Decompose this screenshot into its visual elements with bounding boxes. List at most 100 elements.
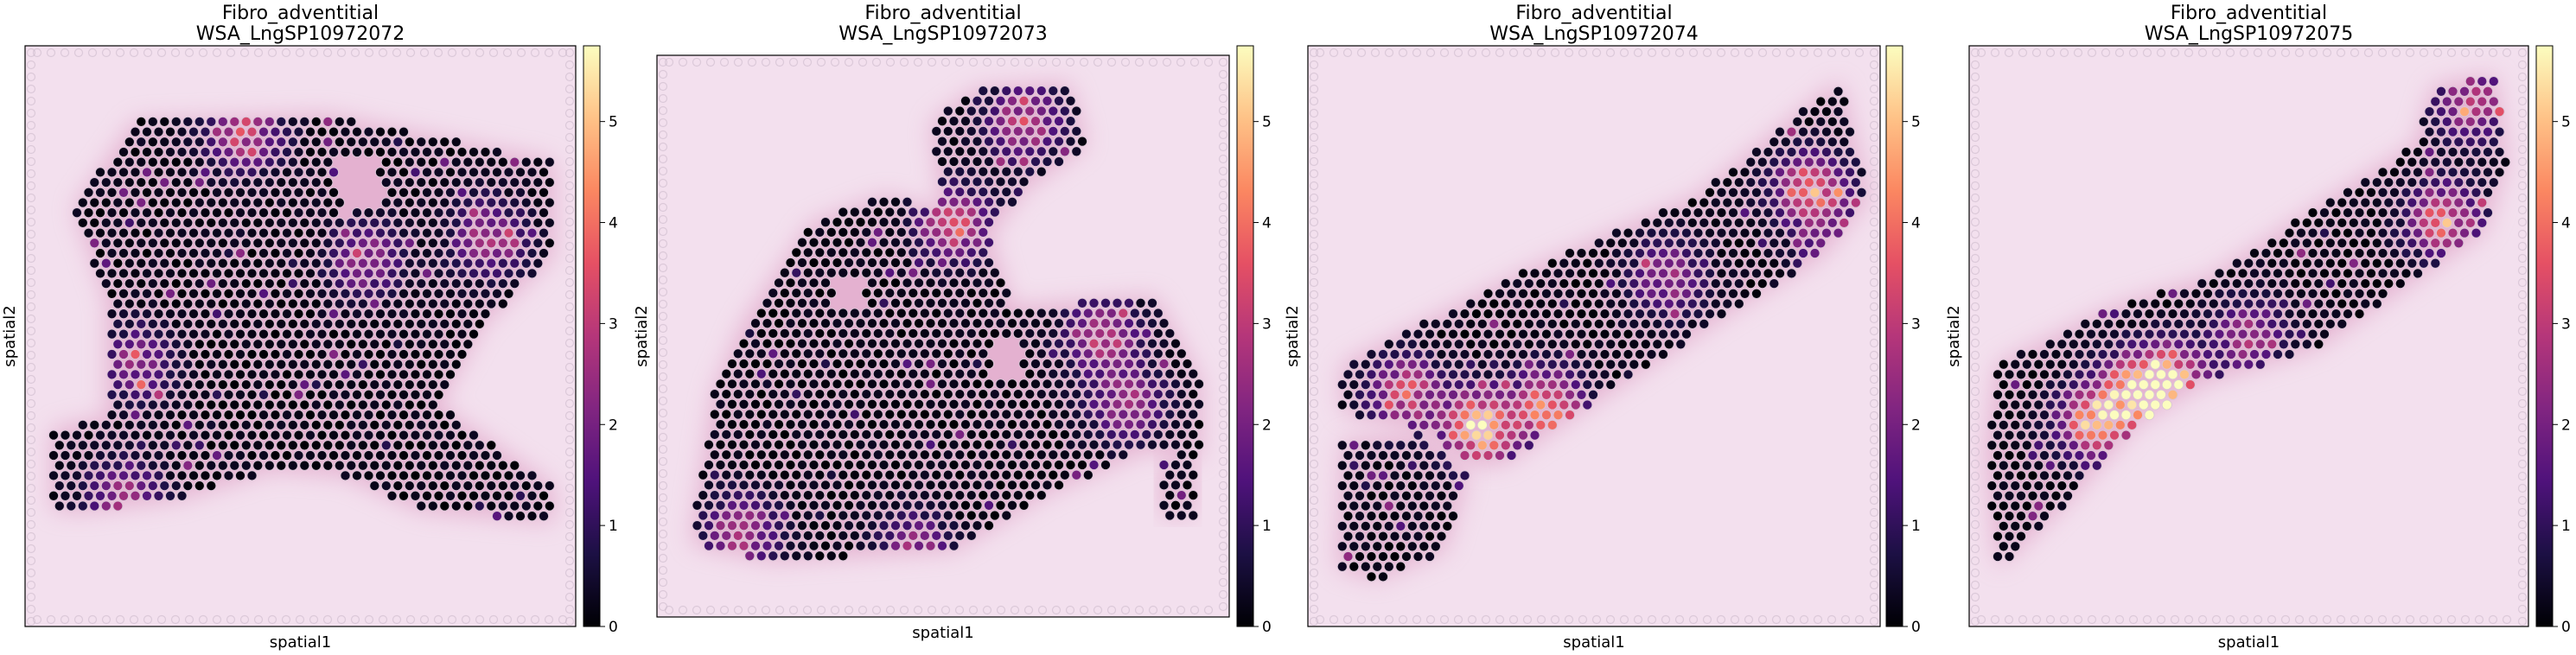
spot: [444, 449, 456, 461]
spot: [1593, 359, 1604, 370]
spot: [954, 469, 966, 480]
spot: [1657, 288, 1669, 299]
spot: [433, 288, 444, 299]
spot: [1170, 378, 1182, 390]
spot: [978, 308, 989, 319]
spot: [136, 460, 147, 471]
spot: [2453, 197, 2464, 208]
spot: [538, 511, 550, 522]
spot: [2272, 348, 2284, 360]
spot: [1018, 480, 1030, 491]
spot: [983, 480, 995, 491]
panel-subtitle: WSA_LngSP10972073: [838, 23, 1048, 45]
spot: [77, 500, 88, 512]
spot: [211, 207, 223, 219]
spot: [732, 429, 743, 440]
spot: [346, 278, 357, 289]
spot: [978, 348, 989, 359]
spot: [77, 480, 88, 492]
spot: [2085, 328, 2097, 340]
spot: [54, 480, 65, 492]
spot: [83, 429, 94, 441]
spot: [936, 196, 948, 207]
spot: [1986, 460, 1998, 471]
spot: [779, 328, 790, 339]
spot: [1517, 369, 1529, 380]
spot: [732, 530, 743, 541]
spot: [2126, 419, 2138, 430]
spot: [1523, 399, 1534, 410]
spot: [1792, 238, 1803, 249]
spot: [2458, 207, 2471, 219]
spot: [1395, 440, 1406, 451]
spot: [206, 298, 217, 309]
spot: [450, 258, 462, 269]
spot: [2021, 359, 2032, 370]
spot: [2021, 480, 2032, 492]
spot: [942, 105, 953, 117]
spot: [2377, 247, 2388, 259]
spot: [2441, 238, 2452, 249]
spot: [1354, 470, 1366, 481]
spot: [264, 339, 275, 350]
spot: [1482, 410, 1494, 421]
spot: [1430, 520, 1441, 531]
spot: [2471, 187, 2482, 198]
spot: [2401, 207, 2412, 219]
spot: [94, 268, 106, 279]
spot: [2360, 258, 2371, 269]
spot: [427, 298, 438, 309]
spot: [1018, 156, 1030, 168]
spot: [1036, 368, 1047, 379]
spot: [433, 207, 444, 219]
spot: [468, 308, 480, 320]
spot: [1048, 348, 1059, 359]
spot: [2027, 470, 2038, 481]
spot: [1559, 318, 1570, 329]
spot: [398, 348, 410, 360]
spot: [124, 137, 135, 148]
spot: [456, 167, 468, 178]
spot: [866, 480, 878, 491]
spot: [2126, 339, 2138, 350]
spot: [995, 136, 1006, 147]
spot: [2278, 278, 2289, 289]
spot: [450, 137, 462, 148]
spot: [1059, 429, 1070, 440]
spot: [721, 368, 732, 379]
spot: [1442, 318, 1453, 329]
spot: [1395, 541, 1406, 552]
spot: [346, 258, 357, 269]
spot: [2348, 298, 2359, 309]
spot: [164, 389, 176, 400]
spot: [989, 469, 1000, 480]
spot: [1018, 499, 1030, 511]
spot: [1992, 470, 2004, 481]
spot: [194, 298, 205, 309]
spot: [773, 540, 785, 551]
spot: [252, 379, 264, 391]
spot: [159, 177, 170, 188]
spot: [392, 197, 404, 208]
spot: [768, 530, 779, 541]
spot: [960, 217, 972, 228]
spot: [925, 257, 936, 269]
spot: [293, 328, 304, 340]
spot: [1546, 278, 1558, 289]
spot: [1839, 217, 1850, 228]
spot: [206, 318, 217, 329]
spot: [756, 469, 767, 480]
spot: [410, 410, 421, 421]
spot: [1797, 247, 1809, 259]
spot: [966, 226, 977, 238]
spot: [2307, 308, 2318, 320]
spot: [832, 419, 843, 430]
spot: [112, 238, 124, 249]
spot: [427, 379, 438, 391]
spot: [194, 419, 205, 430]
spot: [258, 429, 270, 441]
spot: [374, 126, 386, 137]
spot: [796, 378, 808, 390]
spot: [814, 409, 826, 420]
